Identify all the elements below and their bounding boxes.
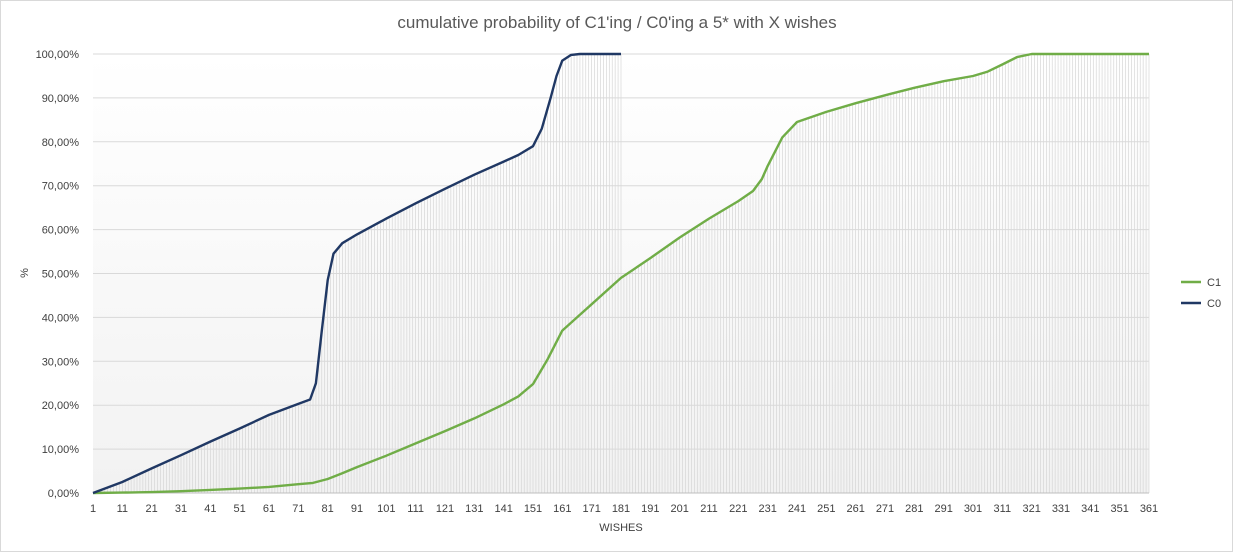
legend-label-c0: C0 xyxy=(1207,298,1221,310)
x-tick-label: 271 xyxy=(876,503,894,515)
x-tick-label: 81 xyxy=(322,503,334,515)
x-tick-label: 41 xyxy=(204,503,216,515)
x-tick-label: 91 xyxy=(351,503,363,515)
x-tick-label: 341 xyxy=(1081,503,1099,515)
y-tick-label: 80,00% xyxy=(42,137,80,149)
y-tick-label: 60,00% xyxy=(42,225,80,237)
x-axis-label: WISHES xyxy=(599,522,642,534)
x-tick-label: 191 xyxy=(641,503,659,515)
legend: C1 C0 xyxy=(1181,277,1221,310)
x-tick-label: 331 xyxy=(1052,503,1070,515)
y-tick-label: 0,00% xyxy=(48,488,79,500)
y-axis-label: % xyxy=(19,268,31,278)
x-tick-label: 151 xyxy=(524,503,542,515)
y-tick-label: 50,00% xyxy=(42,269,80,281)
x-tick-label: 131 xyxy=(465,503,483,515)
x-tick-label: 351 xyxy=(1110,503,1128,515)
x-tick-label: 321 xyxy=(1022,503,1040,515)
x-tick-label: 51 xyxy=(234,503,246,515)
x-tick-label: 291 xyxy=(934,503,952,515)
x-tick-label: 111 xyxy=(407,503,424,515)
y-tick-label: 40,00% xyxy=(42,312,80,324)
series-line-c1 xyxy=(92,52,1149,495)
x-tick-label: 171 xyxy=(582,503,600,515)
x-tick-label: 101 xyxy=(377,503,395,515)
x-tick-label: 281 xyxy=(905,503,923,515)
x-tick-label: 121 xyxy=(436,503,454,515)
x-tick-label: 241 xyxy=(788,503,806,515)
x-tick-label: 61 xyxy=(263,503,275,515)
horizontal-gridlines xyxy=(93,53,1149,494)
y-tick-label: 100,00% xyxy=(36,49,80,61)
y-axis-ticks: 0,00% 10,00% 20,00% 30,00% 40,00% 50,00% 60,00… xyxy=(36,49,80,500)
x-tick-label: 11 xyxy=(117,503,128,515)
y-tick-label: 90,00% xyxy=(42,93,80,105)
x-tick-label: 251 xyxy=(817,503,835,515)
x-tick-label: 21 xyxy=(146,503,158,515)
x-tick-label: 211 xyxy=(700,503,718,515)
x-tick-label: 301 xyxy=(964,503,982,515)
x-tick-label: 1 xyxy=(90,503,96,515)
x-tick-label: 31 xyxy=(175,503,187,515)
x-tick-label: 201 xyxy=(670,503,688,515)
series-line-c0 xyxy=(92,52,621,495)
legend-label-c1: C1 xyxy=(1207,277,1221,289)
x-tick-label: 181 xyxy=(612,503,630,515)
x-tick-label: 71 xyxy=(292,503,304,515)
x-tick-label: 261 xyxy=(846,503,864,515)
y-tick-label: 10,00% xyxy=(42,444,80,456)
x-tick-label: 231 xyxy=(758,503,776,515)
x-tick-label: 161 xyxy=(553,503,571,515)
y-tick-label: 30,00% xyxy=(42,356,80,368)
chart-title: cumulative probability of C1'ing / C0'in… xyxy=(397,13,836,32)
x-tick-label: 221 xyxy=(729,503,747,515)
x-tick-label: 141 xyxy=(494,503,512,515)
y-tick-label: 70,00% xyxy=(42,181,80,193)
x-tick-label: 361 xyxy=(1140,503,1158,515)
y-tick-label: 20,00% xyxy=(42,400,80,412)
x-tick-label: 311 xyxy=(994,503,1012,515)
x-axis-ticks: 1 11 21 31 41 51 61 71 81 91 101 111 121 131 141 151 161… xyxy=(90,503,1158,515)
series-lines xyxy=(92,52,1149,495)
